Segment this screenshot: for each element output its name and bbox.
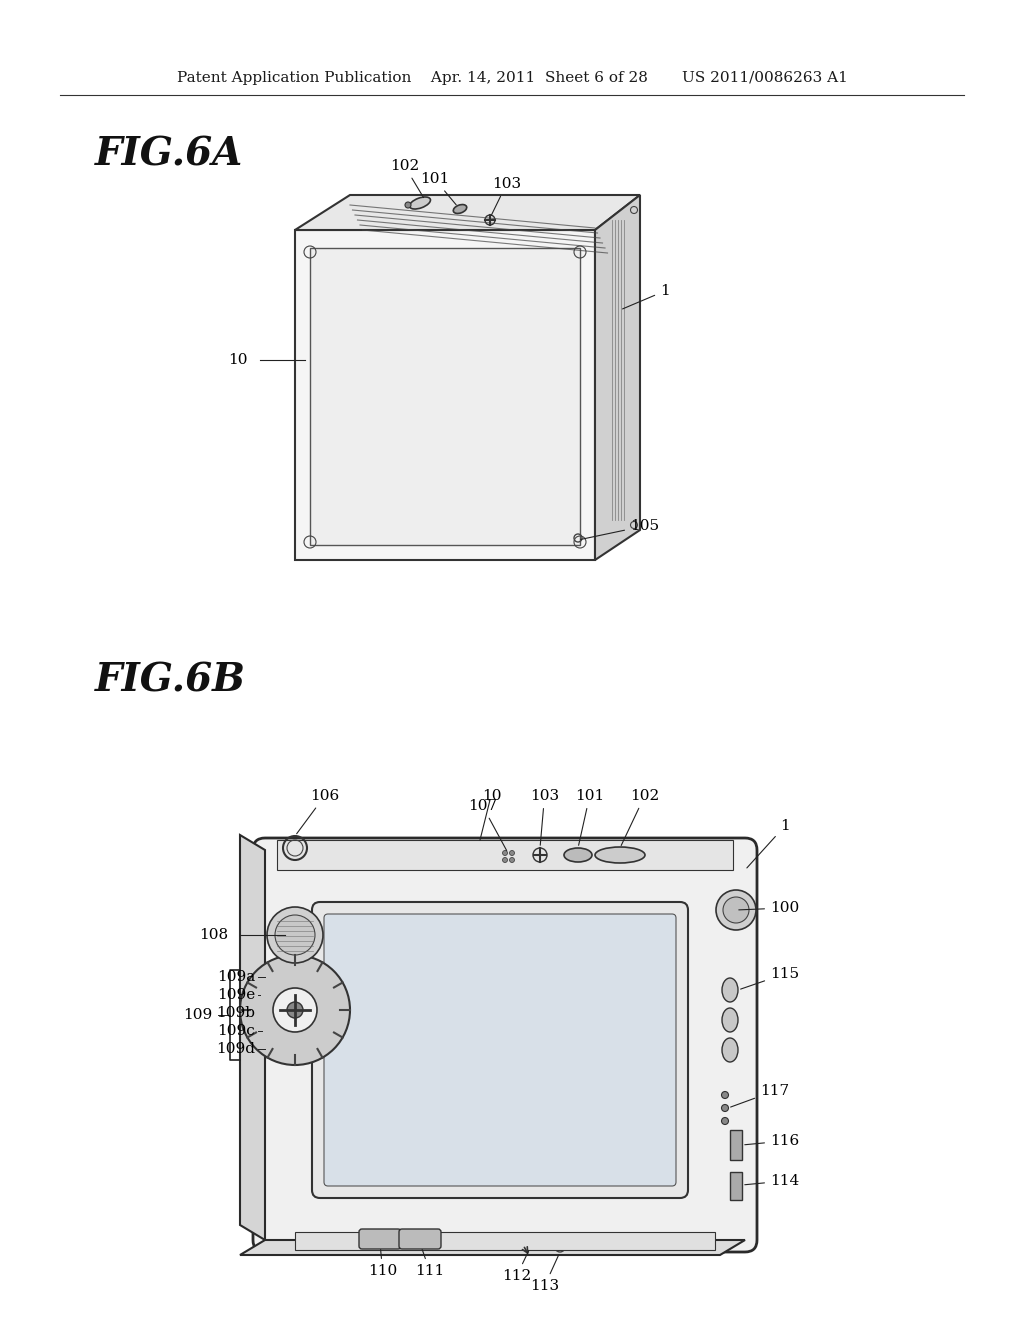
Text: 101: 101	[420, 172, 457, 205]
Bar	[278, 840, 733, 870]
Text: 10: 10	[228, 352, 248, 367]
Text: 111: 111	[415, 1246, 444, 1278]
FancyBboxPatch shape	[312, 902, 688, 1199]
Ellipse shape	[410, 197, 430, 209]
Circle shape	[503, 858, 508, 862]
Text: 102: 102	[390, 158, 424, 198]
Circle shape	[267, 907, 323, 964]
Text: 1: 1	[746, 818, 790, 869]
Circle shape	[503, 850, 508, 855]
Polygon shape	[595, 195, 640, 560]
Text: 100: 100	[738, 902, 800, 915]
Text: 108: 108	[199, 928, 228, 942]
Text: FIG.6A: FIG.6A	[95, 136, 244, 174]
Text: 109c: 109c	[217, 1024, 255, 1038]
Text: 107: 107	[468, 799, 507, 850]
FancyBboxPatch shape	[253, 838, 757, 1251]
Text: 10: 10	[482, 789, 502, 803]
Circle shape	[510, 858, 514, 862]
FancyBboxPatch shape	[359, 1229, 401, 1249]
Text: 109a: 109a	[217, 970, 255, 983]
Circle shape	[273, 987, 317, 1032]
FancyBboxPatch shape	[324, 913, 676, 1185]
Ellipse shape	[564, 847, 592, 862]
Circle shape	[722, 1105, 728, 1111]
Text: 105: 105	[581, 519, 659, 540]
Bar	[730, 1130, 742, 1160]
Text: 116: 116	[744, 1134, 800, 1148]
Circle shape	[716, 890, 756, 931]
Text: FIG.6B: FIG.6B	[95, 661, 246, 700]
Text: 109b: 109b	[216, 1006, 255, 1020]
Text: 103: 103	[492, 177, 521, 215]
Text: 114: 114	[744, 1173, 800, 1188]
Circle shape	[240, 954, 350, 1065]
Circle shape	[722, 1118, 728, 1125]
Ellipse shape	[722, 1008, 738, 1032]
Polygon shape	[295, 230, 595, 560]
Polygon shape	[310, 248, 580, 545]
Circle shape	[510, 850, 514, 855]
Text: 113: 113	[530, 1254, 559, 1294]
Ellipse shape	[722, 978, 738, 1002]
Text: 115: 115	[740, 968, 799, 989]
Circle shape	[275, 915, 315, 954]
Text: 103: 103	[530, 789, 559, 845]
Text: Patent Application Publication    Apr. 14, 2011  Sheet 6 of 28       US 2011/008: Patent Application Publication Apr. 14, …	[176, 71, 848, 84]
Polygon shape	[295, 195, 640, 230]
Text: 1: 1	[623, 284, 670, 309]
Circle shape	[287, 1002, 303, 1018]
Text: 101: 101	[575, 789, 604, 845]
Circle shape	[723, 898, 749, 923]
Circle shape	[406, 202, 411, 209]
Bar	[295, 1232, 715, 1250]
Ellipse shape	[454, 205, 467, 214]
Text: 112: 112	[502, 1250, 531, 1283]
Polygon shape	[240, 836, 265, 1239]
Ellipse shape	[722, 1038, 738, 1063]
Text: 106: 106	[297, 789, 339, 834]
Text: 109: 109	[182, 1008, 212, 1022]
Text: 117: 117	[730, 1084, 790, 1107]
Text: 110: 110	[368, 1246, 397, 1278]
Bar	[730, 1172, 742, 1200]
Text: 109e: 109e	[217, 987, 255, 1002]
Text: 109d: 109d	[216, 1041, 255, 1056]
Text: 102: 102	[622, 789, 659, 846]
Polygon shape	[240, 1239, 745, 1255]
Circle shape	[722, 1092, 728, 1098]
FancyBboxPatch shape	[399, 1229, 441, 1249]
Ellipse shape	[595, 847, 645, 863]
